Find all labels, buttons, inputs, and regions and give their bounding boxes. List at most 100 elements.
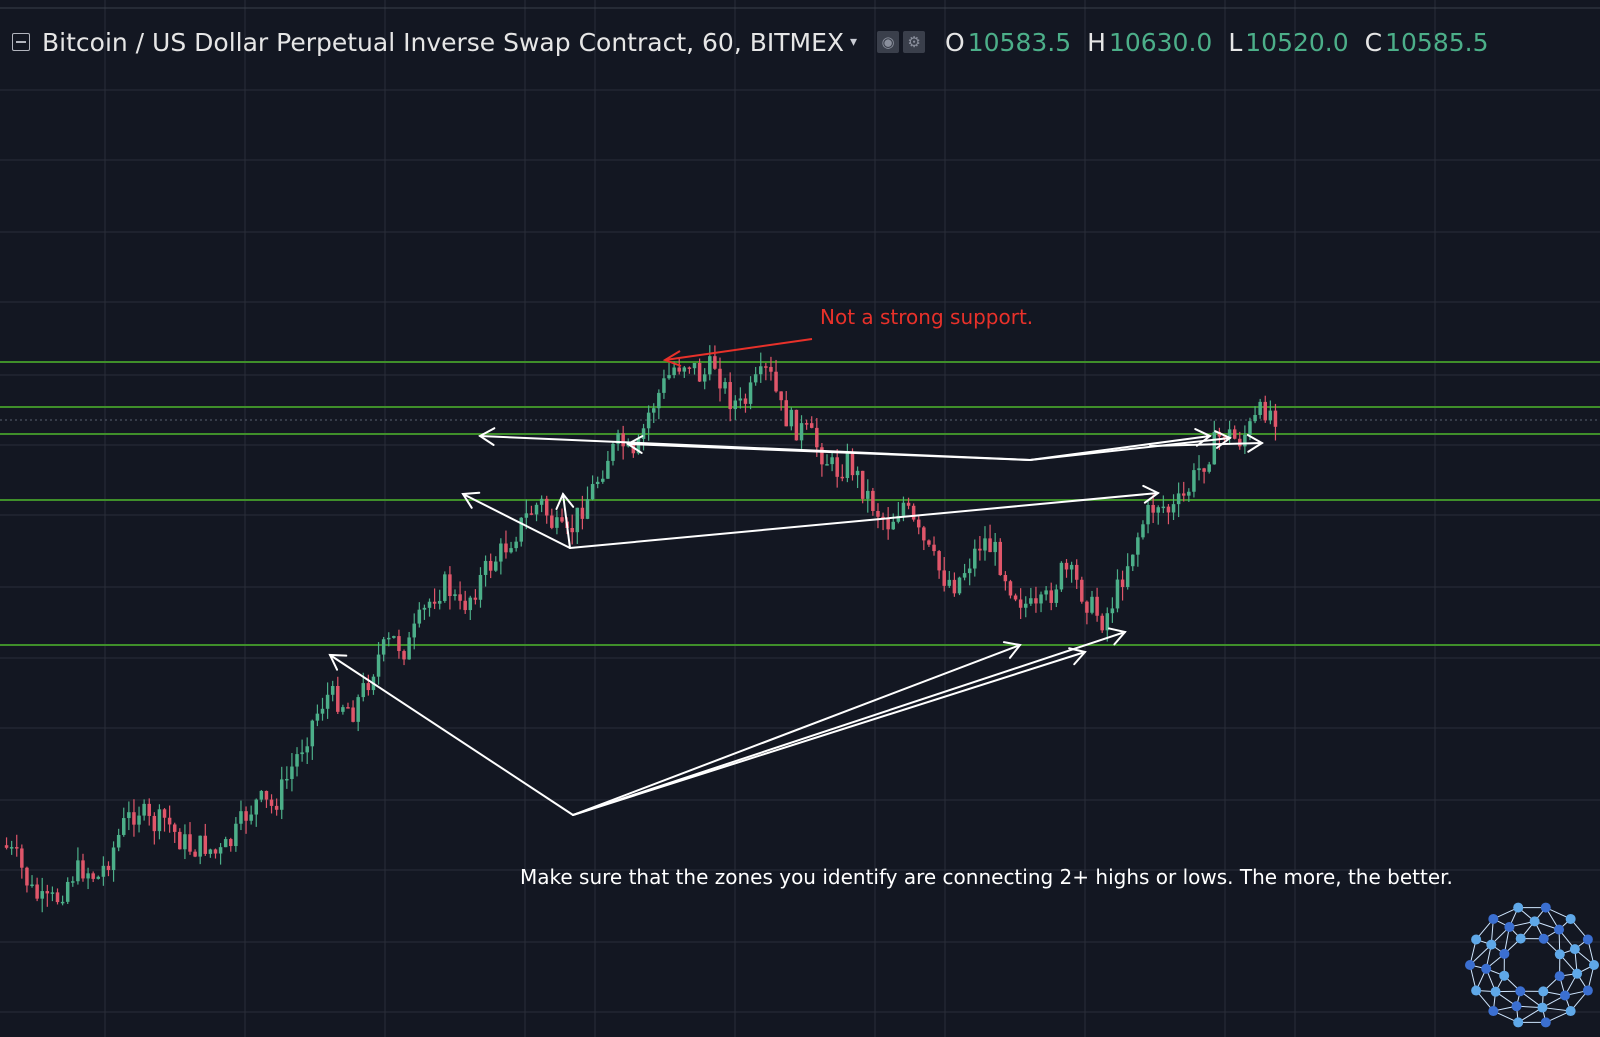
candle-down[interactable] xyxy=(45,891,50,894)
candle-down[interactable] xyxy=(840,476,845,479)
annotation-arrow[interactable] xyxy=(329,654,574,816)
candle-down[interactable] xyxy=(402,651,406,660)
candle-down[interactable] xyxy=(244,811,248,821)
arrow-head-icon[interactable] xyxy=(555,492,575,510)
candle-down[interactable] xyxy=(687,367,692,369)
candle-up[interactable] xyxy=(733,400,738,410)
candle-down[interactable] xyxy=(794,409,799,441)
candle-up[interactable] xyxy=(285,778,289,781)
candle-up[interactable] xyxy=(65,881,70,902)
candle-up[interactable] xyxy=(616,433,620,444)
candle-down[interactable] xyxy=(172,824,177,832)
arrow-head-icon[interactable] xyxy=(626,435,644,454)
candle-down[interactable] xyxy=(1100,615,1104,631)
candle-down[interactable] xyxy=(91,873,95,879)
candle-down[interactable] xyxy=(764,366,768,368)
candle-up[interactable] xyxy=(137,815,141,825)
annotation-arrow[interactable] xyxy=(569,492,1159,549)
candle-down[interactable] xyxy=(886,518,890,530)
candle-down[interactable] xyxy=(932,544,936,552)
candle-up[interactable] xyxy=(483,560,488,575)
candle-up[interactable] xyxy=(1192,470,1196,492)
candle-up[interactable] xyxy=(417,609,422,624)
candle-down[interactable] xyxy=(937,551,941,571)
collapse-legend-icon[interactable] xyxy=(12,33,30,51)
candle-down[interactable] xyxy=(193,851,197,857)
candle-down[interactable] xyxy=(147,803,151,816)
candle-down[interactable] xyxy=(718,368,722,389)
candle-up[interactable] xyxy=(381,639,386,655)
candle-up[interactable] xyxy=(101,865,106,877)
candle-down[interactable] xyxy=(20,848,24,868)
candle-down[interactable] xyxy=(850,453,855,476)
candle-up[interactable] xyxy=(1253,414,1257,422)
candle-up[interactable] xyxy=(453,594,457,597)
candle-up[interactable] xyxy=(325,694,330,709)
candle-up[interactable] xyxy=(1059,562,1064,590)
candle-up[interactable] xyxy=(1054,589,1059,603)
candle-up[interactable] xyxy=(422,607,427,610)
candle-up[interactable] xyxy=(702,374,707,382)
candle-up[interactable] xyxy=(753,374,758,383)
annotation-arrow[interactable] xyxy=(1029,437,1231,461)
candle-down[interactable] xyxy=(544,498,549,516)
candle-down[interactable] xyxy=(876,510,880,517)
candle-down[interactable] xyxy=(804,423,809,425)
candle-down[interactable] xyxy=(81,860,85,879)
candle-up[interactable] xyxy=(509,548,513,553)
candle-up[interactable] xyxy=(157,809,162,832)
candle-up[interactable] xyxy=(845,453,850,479)
candle-down[interactable] xyxy=(473,597,478,600)
candle-up[interactable] xyxy=(310,720,315,747)
candle-down[interactable] xyxy=(1202,468,1206,472)
candle-down[interactable] xyxy=(1273,410,1278,427)
candle-up[interactable] xyxy=(279,779,284,810)
candle-up[interactable] xyxy=(127,812,131,819)
candle-down[interactable] xyxy=(820,447,824,465)
candle-up[interactable] xyxy=(601,478,605,482)
candle-up[interactable] xyxy=(290,766,294,779)
chevron-down-icon[interactable]: ▾ xyxy=(850,34,858,50)
candle-down[interactable] xyxy=(269,799,274,806)
candle-down[interactable] xyxy=(922,527,926,541)
annotation-arrow[interactable] xyxy=(572,644,1021,816)
candle-down[interactable] xyxy=(570,528,574,533)
candle-up[interactable] xyxy=(330,686,335,695)
candle-up[interactable] xyxy=(973,548,977,569)
candle-up[interactable] xyxy=(427,601,432,608)
candle-down[interactable] xyxy=(132,812,136,825)
candle-up[interactable] xyxy=(896,515,901,522)
candle-down[interactable] xyxy=(152,815,157,832)
candle-up[interactable] xyxy=(575,507,580,533)
candle-down[interactable] xyxy=(188,834,192,852)
candle-up[interactable] xyxy=(636,438,641,454)
candle-up[interactable] xyxy=(1227,429,1232,438)
candle-down[interactable] xyxy=(55,892,60,903)
candle-up[interactable] xyxy=(534,504,539,515)
candle-down[interactable] xyxy=(998,541,1003,576)
candle-up[interactable] xyxy=(1248,421,1252,435)
candle-down[interactable] xyxy=(432,601,437,604)
candle-down[interactable] xyxy=(504,543,508,553)
candle-down[interactable] xyxy=(366,683,371,691)
candle-down[interactable] xyxy=(927,540,931,545)
candle-down[interactable] xyxy=(1003,575,1008,582)
candle-down[interactable] xyxy=(988,538,992,553)
candle-down[interactable] xyxy=(1232,429,1237,439)
candle-up[interactable] xyxy=(1268,410,1273,421)
candle-up[interactable] xyxy=(183,834,187,850)
candle-up[interactable] xyxy=(1161,506,1166,509)
candle-up[interactable] xyxy=(759,366,763,375)
candle-up[interactable] xyxy=(1105,613,1110,631)
candle-up[interactable] xyxy=(585,499,590,519)
arrow-head-icon[interactable] xyxy=(328,653,348,671)
candle-up[interactable] xyxy=(825,464,829,466)
candle-up[interactable] xyxy=(1156,507,1160,513)
candle-up[interactable] xyxy=(524,513,529,518)
candle-up[interactable] xyxy=(96,876,101,879)
candle-up[interactable] xyxy=(799,423,804,441)
candle-up[interactable] xyxy=(1131,554,1135,567)
eye-icon[interactable]: ◉ xyxy=(877,31,900,53)
candle-up[interactable] xyxy=(1090,596,1094,613)
